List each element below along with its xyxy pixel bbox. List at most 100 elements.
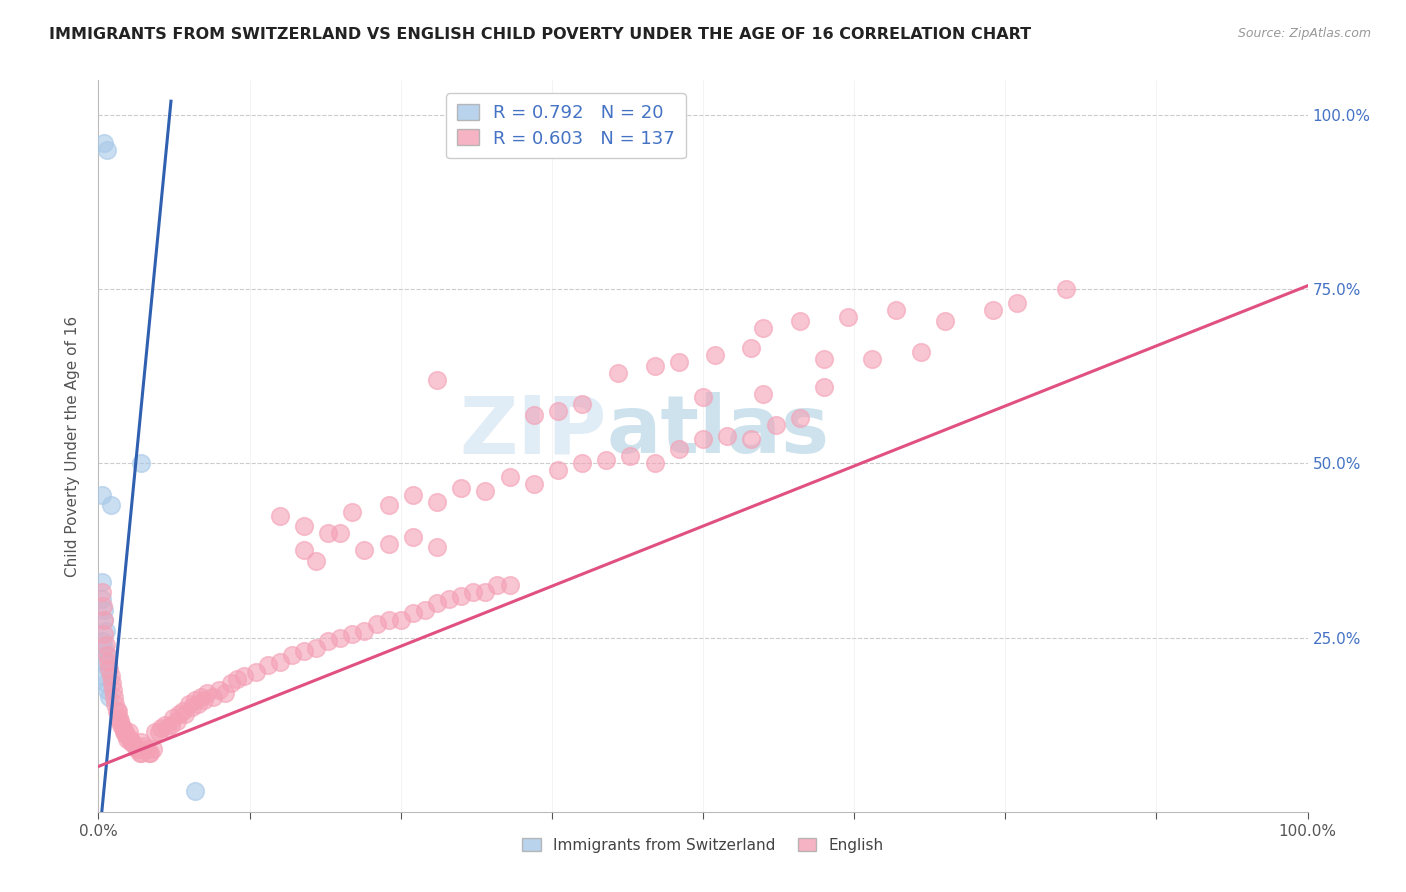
Point <box>910 345 932 359</box>
Legend: Immigrants from Switzerland, English: Immigrants from Switzerland, English <box>516 831 890 859</box>
Point <box>426 494 449 508</box>
Point <box>837 310 859 325</box>
Point <box>413 603 436 617</box>
Point <box>91 592 114 607</box>
Point <box>1007 296 1029 310</box>
Point <box>474 585 496 599</box>
Point <box>523 477 546 491</box>
Point <box>245 665 267 680</box>
Point <box>607 366 630 380</box>
Point <box>342 627 364 641</box>
Point <box>142 742 165 756</box>
Point <box>129 457 152 471</box>
Point <box>93 613 115 627</box>
Text: atlas: atlas <box>606 392 830 470</box>
Point <box>110 717 132 731</box>
Point <box>166 714 188 728</box>
Point <box>402 530 425 544</box>
Point <box>226 673 249 687</box>
Point <box>93 640 115 655</box>
Point <box>571 397 593 411</box>
Point <box>269 508 291 523</box>
Point <box>193 693 215 707</box>
Point <box>112 724 135 739</box>
Point <box>93 613 115 627</box>
Point <box>221 676 243 690</box>
Point <box>353 543 375 558</box>
Point <box>93 627 115 641</box>
Point <box>981 303 1004 318</box>
Point <box>523 408 546 422</box>
Point <box>91 669 114 683</box>
Point <box>256 658 278 673</box>
Point <box>463 585 485 599</box>
Point <box>100 669 122 683</box>
Point <box>134 739 156 753</box>
Point <box>96 143 118 157</box>
Point <box>108 711 131 725</box>
Point <box>450 481 472 495</box>
Point <box>169 707 191 722</box>
Point <box>124 739 146 753</box>
Point <box>180 700 202 714</box>
Point <box>934 313 956 327</box>
Point <box>107 704 129 718</box>
Point <box>389 613 412 627</box>
Point <box>120 735 142 749</box>
Text: Source: ZipAtlas.com: Source: ZipAtlas.com <box>1237 27 1371 40</box>
Point <box>214 686 236 700</box>
Point <box>93 136 115 150</box>
Point <box>97 662 120 676</box>
Point <box>740 342 762 356</box>
Point <box>644 457 666 471</box>
Point <box>813 380 835 394</box>
Point <box>692 432 714 446</box>
Point <box>547 404 569 418</box>
Point <box>305 640 328 655</box>
Point <box>426 540 449 554</box>
Point <box>232 669 254 683</box>
Point <box>111 721 134 735</box>
Point <box>105 704 128 718</box>
Point <box>668 355 690 369</box>
Point <box>886 303 908 318</box>
Point <box>789 313 811 327</box>
Point <box>96 648 118 662</box>
Point <box>305 554 328 568</box>
Point <box>127 742 149 756</box>
Point <box>148 724 170 739</box>
Point <box>94 624 117 638</box>
Point <box>179 697 201 711</box>
Point <box>91 599 114 614</box>
Point <box>129 735 152 749</box>
Point <box>474 484 496 499</box>
Point <box>118 731 141 746</box>
Point <box>94 655 117 669</box>
Point <box>316 634 339 648</box>
Point <box>269 655 291 669</box>
Point <box>329 631 352 645</box>
Point <box>692 390 714 404</box>
Point <box>135 742 157 756</box>
Point <box>187 697 209 711</box>
Point <box>184 693 207 707</box>
Point <box>292 543 315 558</box>
Text: IMMIGRANTS FROM SWITZERLAND VS ENGLISH CHILD POVERTY UNDER THE AGE OF 16 CORRELA: IMMIGRANTS FROM SWITZERLAND VS ENGLISH C… <box>49 27 1032 42</box>
Point <box>101 682 124 697</box>
Point <box>765 418 787 433</box>
Point <box>139 746 162 760</box>
Point <box>118 724 141 739</box>
Point <box>174 707 197 722</box>
Point <box>208 682 231 697</box>
Point <box>595 453 617 467</box>
Point <box>366 616 388 631</box>
Point <box>437 592 460 607</box>
Point <box>402 488 425 502</box>
Point <box>108 714 131 728</box>
Point <box>281 648 304 662</box>
Point <box>103 690 125 704</box>
Point <box>353 624 375 638</box>
Point <box>292 644 315 658</box>
Point <box>668 442 690 457</box>
Point <box>619 450 641 464</box>
